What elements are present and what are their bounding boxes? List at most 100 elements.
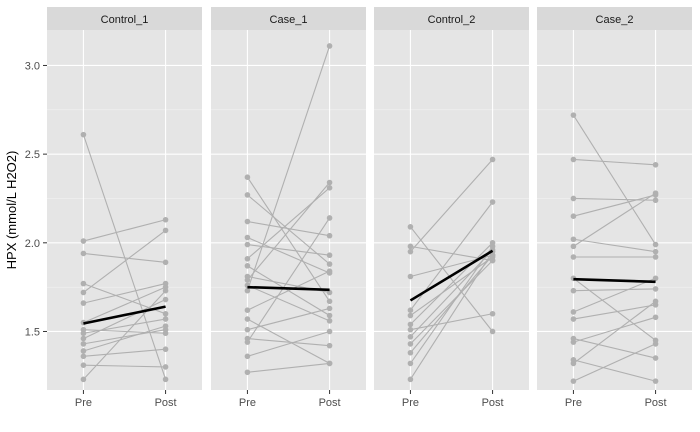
data-point-post	[489, 257, 496, 264]
subject-line	[83, 325, 166, 352]
data-point-pre	[80, 362, 87, 368]
subject-line	[247, 182, 330, 281]
subject-line	[83, 286, 166, 324]
data-point-pre	[570, 339, 577, 345]
data-point-pre	[80, 300, 87, 306]
subject-line	[83, 329, 166, 345]
subject-line	[573, 277, 656, 313]
subject-line	[410, 249, 493, 338]
facet-label: Case_2	[596, 14, 634, 26]
data-point-pre	[407, 312, 414, 319]
data-point-pre	[244, 255, 251, 262]
data-point-post	[326, 342, 333, 349]
data-point-post	[326, 179, 333, 186]
x-tick-label: Post	[645, 397, 667, 409]
data-point-post	[326, 215, 333, 221]
subject-line	[83, 229, 166, 293]
subject-line	[246, 217, 331, 343]
data-point-post	[162, 296, 169, 303]
facet-strip	[537, 7, 692, 30]
data-point-post	[652, 298, 659, 305]
data-point-post	[326, 318, 333, 324]
data-point-post	[652, 248, 659, 255]
y-tick-label: 2.5	[25, 149, 40, 161]
data-point-post	[652, 161, 659, 168]
subject-line	[573, 359, 656, 382]
data-point-post	[489, 156, 496, 163]
data-point-pre	[244, 277, 251, 283]
data-point-pre	[407, 273, 414, 280]
panel-background	[211, 30, 366, 390]
data-point-pre	[570, 236, 577, 243]
data-point-pre	[407, 349, 414, 356]
x-tick-label: Pre	[402, 397, 419, 409]
data-point-post	[326, 312, 333, 319]
subject-line	[573, 277, 656, 341]
data-point-post	[326, 232, 333, 239]
data-point-pre	[570, 378, 577, 384]
subject-line	[247, 187, 330, 260]
data-point-post	[162, 323, 169, 329]
data-point-pre	[244, 326, 251, 333]
data-point-pre	[244, 307, 251, 313]
subject-line	[83, 283, 166, 304]
mean-line	[409, 249, 494, 302]
subject-line	[410, 260, 493, 345]
data-point-post	[326, 185, 333, 191]
subject-line	[573, 288, 656, 292]
x-tick-label: Post	[482, 397, 504, 409]
data-point-post	[326, 289, 333, 296]
y-tick-label: 1.5	[25, 326, 40, 338]
subject-line	[573, 158, 656, 166]
y-tick-label: 2.0	[25, 238, 40, 250]
mean-line	[573, 277, 656, 284]
subject-line	[409, 226, 494, 332]
data-point-pre	[407, 243, 414, 250]
x-tick-label: Pre	[565, 397, 582, 409]
x-tick-label: Post	[155, 397, 177, 409]
data-point-post	[652, 286, 659, 292]
x-tick-label: Pre	[75, 397, 92, 409]
y-tick-label: 3.0	[25, 60, 40, 72]
subject-line	[573, 338, 656, 359]
data-point-post	[326, 305, 333, 312]
data-point-post	[652, 355, 659, 361]
data-point-pre	[80, 335, 87, 342]
facet-label: Control_2	[428, 14, 476, 26]
data-point-post	[489, 243, 496, 250]
data-point-pre	[244, 287, 251, 294]
subject-line	[247, 284, 330, 322]
subject-line	[409, 251, 494, 380]
data-point-post	[326, 360, 333, 367]
subject-line	[247, 338, 330, 347]
subject-line	[573, 300, 656, 364]
subject-line	[247, 362, 330, 373]
mean-line	[83, 305, 166, 325]
data-point-post	[489, 199, 496, 205]
data-point-pre	[570, 156, 577, 163]
subject-line	[573, 194, 656, 217]
subject-line	[410, 242, 493, 325]
subject-line	[246, 176, 331, 302]
data-point-post	[162, 216, 169, 223]
data-point-post	[489, 328, 496, 335]
data-point-pre	[244, 339, 251, 345]
data-point-post	[162, 316, 169, 322]
data-point-pre	[570, 254, 577, 260]
data-point-pre	[570, 195, 577, 202]
data-point-pre	[244, 316, 251, 322]
facet-label: Case_1	[270, 14, 308, 26]
data-point-pre	[80, 376, 87, 383]
subject-line	[246, 45, 331, 291]
subject-line	[573, 304, 656, 320]
subject-line	[247, 270, 330, 311]
data-point-post	[162, 259, 169, 266]
data-point-post	[326, 252, 333, 259]
subject-line	[410, 313, 493, 331]
x-tick-label: Pre	[239, 397, 256, 409]
subject-line	[83, 318, 166, 334]
subject-line	[83, 290, 166, 380]
subject-line	[247, 236, 330, 274]
data-point-pre	[570, 287, 577, 294]
